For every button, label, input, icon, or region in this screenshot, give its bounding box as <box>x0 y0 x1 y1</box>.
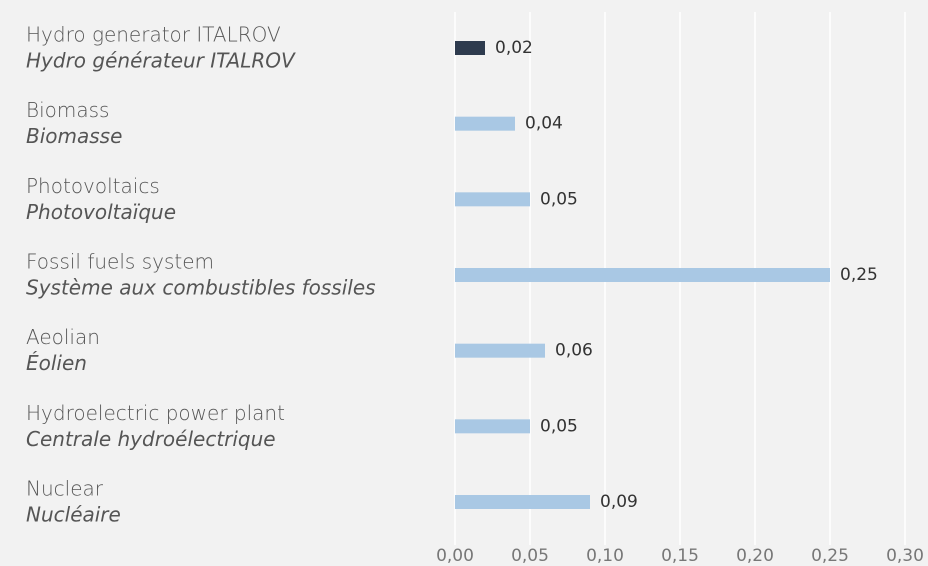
bar <box>455 495 590 509</box>
category-label: Biomass <box>26 98 109 122</box>
category-translation: Éolien <box>26 351 87 375</box>
x-tick-label: 0,15 <box>661 546 699 566</box>
category-translation: Centrale hydroélectrique <box>26 427 276 451</box>
bar <box>455 41 485 55</box>
x-tick-label: 0,20 <box>736 546 774 566</box>
x-tick-label: 0,00 <box>436 546 474 566</box>
value-label: 0,04 <box>525 114 563 134</box>
category-translation: Nucléaire <box>26 503 121 527</box>
value-label: 0,09 <box>600 492 638 512</box>
bar <box>455 192 530 207</box>
category-translation: Hydro générateur ITALROV <box>26 49 296 73</box>
x-tick-label: 0,30 <box>886 546 924 566</box>
value-label: 0,05 <box>540 189 578 209</box>
x-tick-label: 0,25 <box>811 546 849 566</box>
value-label: 0,02 <box>495 38 533 58</box>
value-label: 0,05 <box>540 416 578 436</box>
bar <box>455 343 545 358</box>
x-tick-label: 0,05 <box>511 546 549 566</box>
category-label: Hydro generator ITALROV <box>26 23 281 47</box>
category-label: Hydroelectric power plant <box>26 401 285 425</box>
category-label: Nuclear <box>26 477 104 501</box>
value-label: 0,06 <box>555 341 593 361</box>
category-translation: Système aux combustibles fossiles <box>26 276 376 300</box>
bar <box>455 419 530 434</box>
category-label: Aeolian <box>26 325 100 349</box>
bar <box>455 116 515 131</box>
x-tick-label: 0,10 <box>586 546 624 566</box>
category-translation: Biomasse <box>26 124 122 148</box>
category-translation: Photovoltaïque <box>26 200 176 224</box>
bar <box>455 268 830 282</box>
category-label: Fossil fuels system <box>26 250 214 274</box>
category-label: Photovoltaics <box>26 174 160 198</box>
value-label: 0,25 <box>840 265 878 285</box>
